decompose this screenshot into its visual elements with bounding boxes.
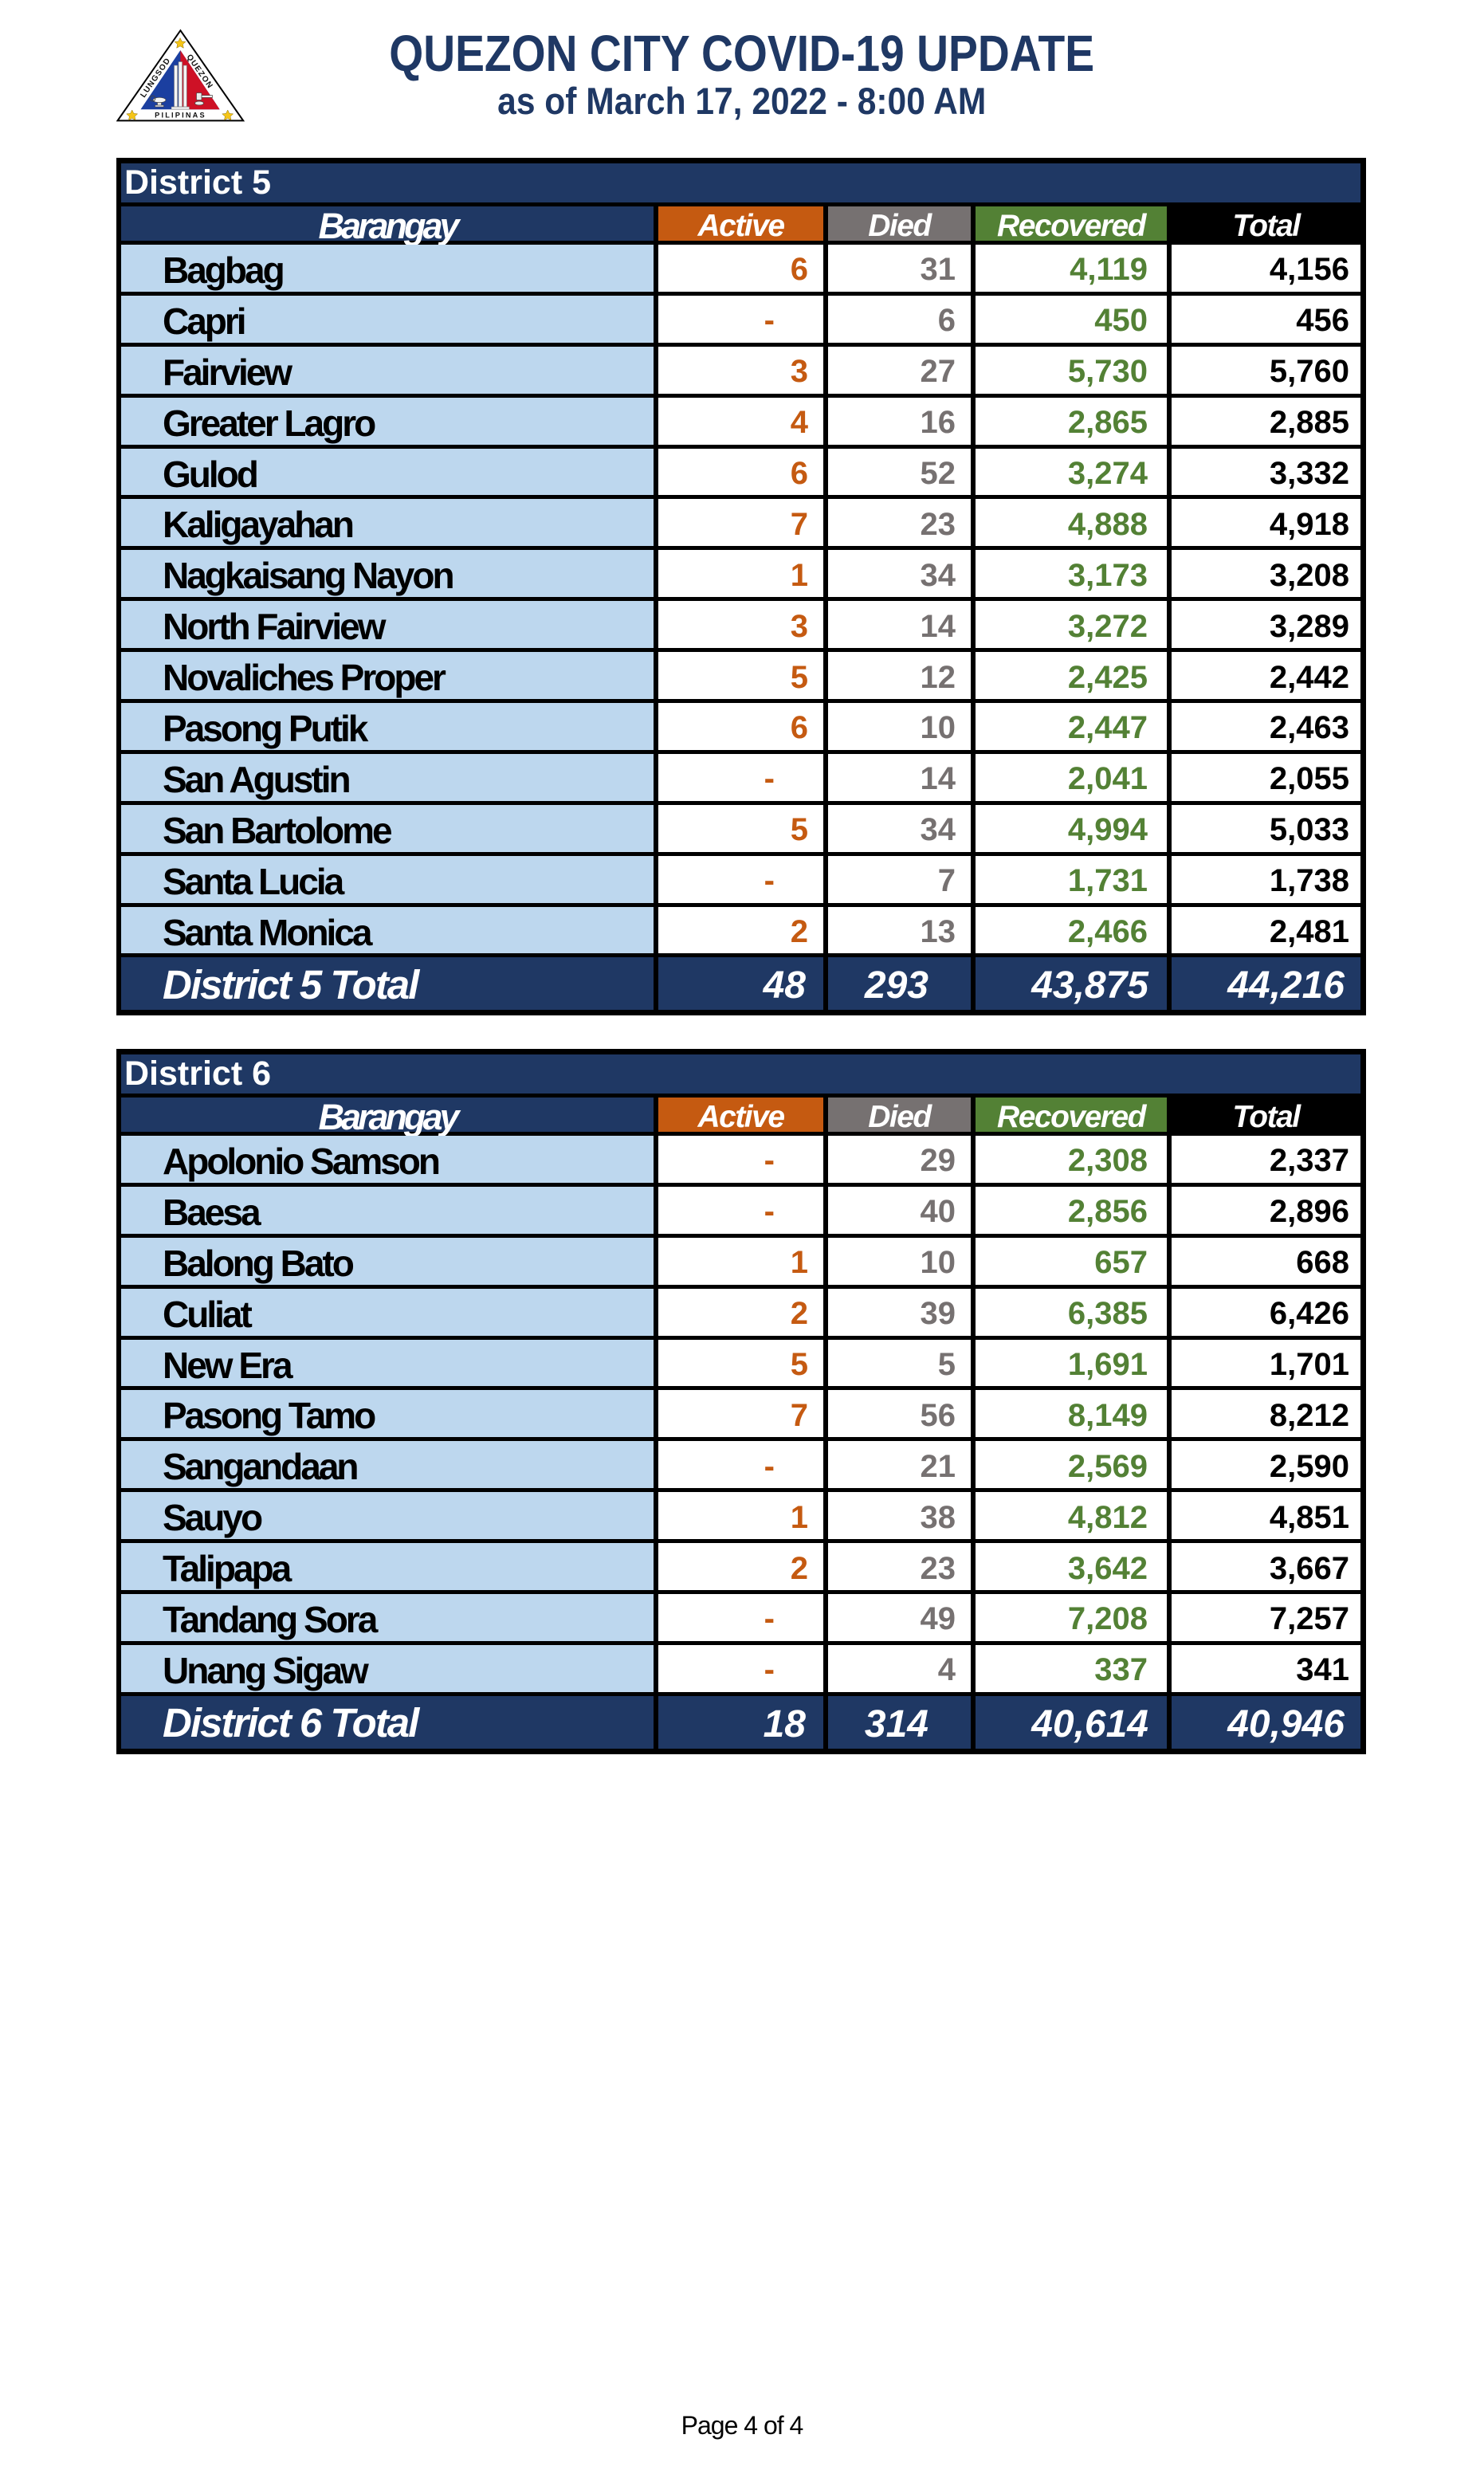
svg-text:PILIPINAS: PILIPINAS xyxy=(155,112,206,120)
